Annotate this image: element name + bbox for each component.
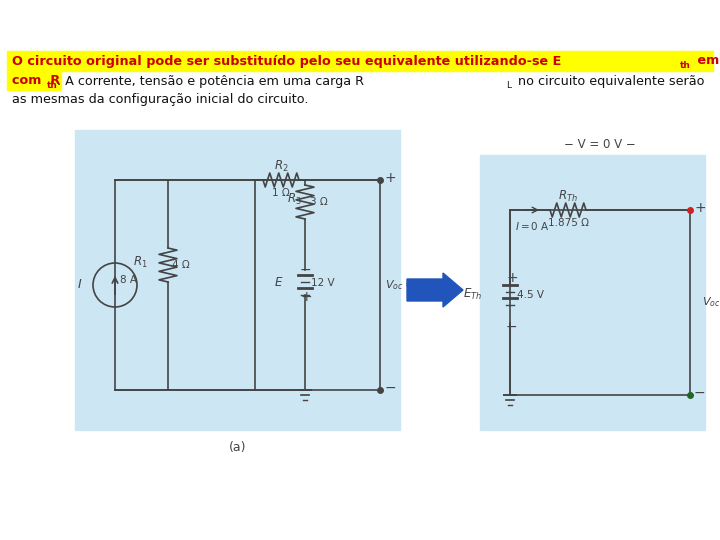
Text: 1 Ω: 1 Ω [272, 188, 290, 198]
FancyBboxPatch shape [480, 155, 705, 430]
FancyBboxPatch shape [7, 71, 61, 90]
Text: th: th [47, 81, 58, 90]
Text: 12 V: 12 V [311, 278, 335, 288]
Text: +: + [300, 290, 312, 304]
Text: $R_3$: $R_3$ [287, 192, 302, 206]
Text: . A corrente, tensão e potência em uma carga R: . A corrente, tensão e potência em uma c… [57, 75, 364, 87]
Text: O circuito original pode ser substituído pelo seu equivalente utilizando-se E: O circuito original pode ser substituído… [12, 55, 562, 68]
Text: $V_{oc} = I$: $V_{oc} = I$ [702, 295, 720, 309]
Text: (a): (a) [229, 442, 246, 455]
Text: $R_2$: $R_2$ [274, 158, 288, 173]
Text: 4.5 V: 4.5 V [517, 289, 544, 300]
Text: th: th [680, 61, 691, 70]
Text: em série: em série [693, 55, 720, 68]
Text: − V = 0 V −: − V = 0 V − [564, 138, 636, 152]
Text: $I$: $I$ [77, 279, 83, 292]
Text: 4 Ω: 4 Ω [172, 260, 190, 270]
Text: 1.875 Ω: 1.875 Ω [547, 218, 588, 228]
Text: $E$: $E$ [274, 276, 283, 289]
FancyBboxPatch shape [7, 51, 713, 71]
Text: L: L [506, 81, 511, 90]
Text: as mesmas da configuração inicial do circuito.: as mesmas da configuração inicial do cir… [12, 93, 308, 106]
Text: 3 Ω: 3 Ω [310, 197, 328, 207]
Text: 8 A: 8 A [120, 275, 137, 285]
Text: no circuito equivalente serão: no circuito equivalente serão [514, 75, 704, 87]
FancyArrow shape [407, 273, 463, 307]
FancyBboxPatch shape [75, 130, 400, 430]
Text: −: − [385, 381, 397, 395]
Text: −: − [694, 386, 706, 400]
Text: $E_{Th}$: $E_{Th}$ [463, 287, 482, 302]
Text: $R_1$: $R_1$ [133, 254, 148, 269]
Text: −: − [506, 320, 518, 334]
Text: +: + [385, 171, 397, 185]
Text: +: + [506, 272, 518, 286]
Text: −: − [300, 263, 312, 277]
Text: $R_{Th}$: $R_{Th}$ [558, 188, 578, 204]
Text: $I = 0$ A: $I = 0$ A [515, 220, 549, 232]
Text: +: + [694, 201, 706, 215]
Text: $V_{oc}=$: $V_{oc}=$ [385, 278, 414, 292]
Text: com  R: com R [12, 75, 60, 87]
